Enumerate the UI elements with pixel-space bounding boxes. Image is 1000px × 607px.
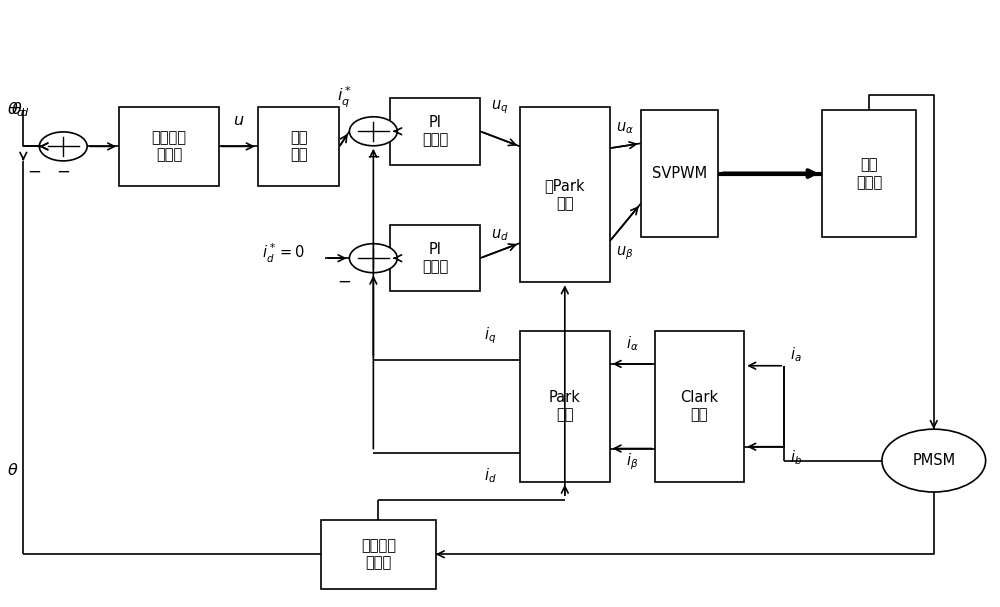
Text: 限幅
环节: 限幅 环节 xyxy=(290,131,307,163)
Text: $u_\alpha$: $u_\alpha$ xyxy=(616,120,634,136)
FancyBboxPatch shape xyxy=(321,520,436,589)
Text: PI
控制器: PI 控制器 xyxy=(422,115,448,148)
Text: $i_d^*=0$: $i_d^*=0$ xyxy=(262,242,305,265)
FancyBboxPatch shape xyxy=(655,331,744,482)
Text: $i_q$: $i_q$ xyxy=(484,326,496,347)
Text: −: − xyxy=(56,163,70,181)
Circle shape xyxy=(349,117,397,146)
Circle shape xyxy=(349,243,397,273)
FancyBboxPatch shape xyxy=(520,331,610,482)
FancyBboxPatch shape xyxy=(641,110,718,237)
FancyBboxPatch shape xyxy=(390,225,480,291)
Circle shape xyxy=(39,132,87,161)
Text: −: − xyxy=(337,273,351,291)
Text: $i_b$: $i_b$ xyxy=(790,448,802,467)
Text: $u_\beta$: $u_\beta$ xyxy=(616,244,634,262)
Text: $i_\alpha$: $i_\alpha$ xyxy=(626,334,638,353)
Text: $i_d$: $i_d$ xyxy=(484,466,496,485)
FancyBboxPatch shape xyxy=(390,98,480,164)
Text: 反Park
变换: 反Park 变换 xyxy=(545,178,585,211)
Text: $u_q$: $u_q$ xyxy=(491,98,509,116)
Text: PMSM: PMSM xyxy=(912,453,955,468)
Text: $\theta_d$: $\theta_d$ xyxy=(11,101,30,120)
Text: 连续鲁棒
控制器: 连续鲁棒 控制器 xyxy=(151,131,186,163)
Text: $u$: $u$ xyxy=(233,114,244,128)
Text: −: − xyxy=(27,163,41,181)
Text: PI
控制器: PI 控制器 xyxy=(422,242,448,274)
Text: SVPWM: SVPWM xyxy=(652,166,707,181)
Text: $i_q^*$: $i_q^*$ xyxy=(337,85,352,110)
FancyBboxPatch shape xyxy=(520,107,610,282)
Text: $i_a$: $i_a$ xyxy=(790,345,802,364)
Text: $\theta$: $\theta$ xyxy=(7,462,19,478)
Circle shape xyxy=(882,429,986,492)
Text: Park
变换: Park 变换 xyxy=(549,390,581,422)
Text: $i_\beta$: $i_\beta$ xyxy=(626,452,638,472)
Text: 三相
逆变器: 三相 逆变器 xyxy=(856,157,882,190)
Text: $u_d$: $u_d$ xyxy=(491,228,509,243)
FancyBboxPatch shape xyxy=(119,107,219,186)
FancyBboxPatch shape xyxy=(822,110,916,237)
Text: $\theta_d$: $\theta_d$ xyxy=(7,101,26,120)
FancyBboxPatch shape xyxy=(258,107,339,186)
Text: −: − xyxy=(366,148,380,166)
Text: Clark
变换: Clark 变换 xyxy=(680,390,719,422)
Text: 速度及位
置检测: 速度及位 置检测 xyxy=(361,538,396,571)
